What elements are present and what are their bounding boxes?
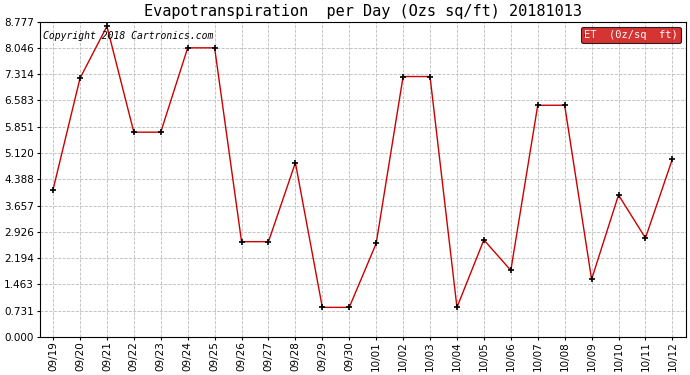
Text: Copyright 2018 Cartronics.com: Copyright 2018 Cartronics.com [43,31,213,41]
Legend: ET  (0z/sq  ft): ET (0z/sq ft) [580,27,680,43]
Title: Evapotranspiration  per Day (Ozs sq/ft) 20181013: Evapotranspiration per Day (Ozs sq/ft) 2… [144,4,582,19]
